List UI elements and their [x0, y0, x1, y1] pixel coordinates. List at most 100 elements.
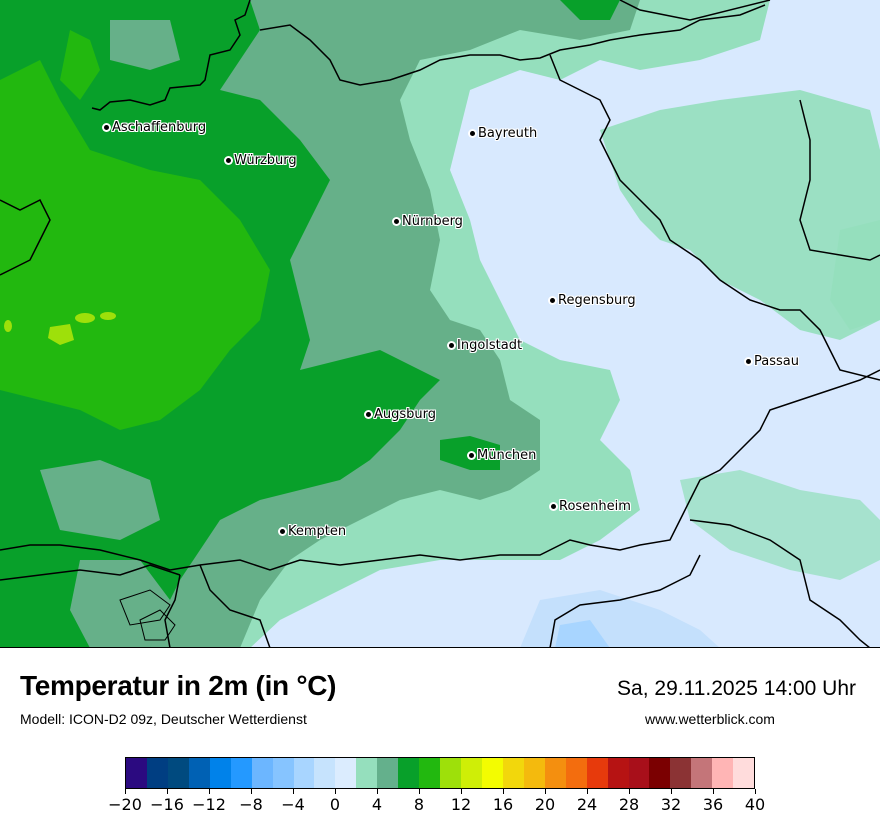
colorbar-tick — [376, 789, 378, 794]
city-label: Aschaffenburg — [112, 120, 207, 135]
city-marker: Passau — [746, 354, 799, 369]
colorbar-bin — [398, 758, 420, 788]
city-dot-icon — [394, 219, 399, 224]
colorbar-bin — [335, 758, 357, 788]
colorbar-tick-label: −4 — [281, 795, 305, 814]
colorbar-tick — [754, 789, 756, 794]
colorbar-tick-label: 16 — [492, 795, 514, 814]
colorbar-bin — [377, 758, 399, 788]
colorbar-bin — [419, 758, 441, 788]
colorbar-tick — [544, 789, 546, 794]
colorbar-bin — [607, 758, 629, 788]
city-label: Ingolstadt — [457, 338, 523, 353]
model-subtitle: Modell: ICON-D2 09z, Deutscher Wetterdie… — [20, 711, 307, 727]
city-dot-icon — [746, 359, 751, 364]
city-label: Augsburg — [374, 407, 437, 422]
city-marker: Nürnberg — [394, 214, 463, 229]
city-label: Würzburg — [234, 153, 297, 168]
colorbar-bin — [293, 758, 315, 788]
colorbar-tick — [628, 789, 630, 794]
city-dot-icon — [104, 125, 109, 130]
city-dot-icon — [469, 453, 474, 458]
colorbar-bin — [440, 758, 461, 788]
colorbar-tick — [292, 789, 294, 794]
city-label: München — [477, 448, 537, 463]
colorbar-bin — [586, 758, 608, 788]
colorbar-bin — [314, 758, 336, 788]
colorbar-bin — [209, 758, 231, 788]
colorbar-bin — [628, 758, 650, 788]
city-dot-icon — [449, 343, 454, 348]
colorbar-tick — [712, 789, 714, 794]
colorbar-bin — [733, 758, 755, 788]
city-marker: München — [469, 448, 536, 463]
colorbar-tick-label: 32 — [660, 795, 682, 814]
forecast-datetime: Sa, 29.11.2025 14:00 Uhr — [617, 677, 856, 700]
colorbar-bin — [565, 758, 587, 788]
colorbar-tick-label: −12 — [192, 795, 226, 814]
city-label: Passau — [754, 354, 799, 369]
colorbar-tick-label: 36 — [702, 795, 724, 814]
city-dot-icon — [470, 131, 475, 136]
colorbar-tick-label: 20 — [534, 795, 556, 814]
colorbar-bin — [481, 758, 503, 788]
colorbar-bin — [691, 758, 713, 788]
temperature-field — [0, 0, 880, 647]
colorbar-tick — [460, 789, 462, 794]
city-label: Bayreuth — [478, 126, 538, 141]
city-dot-icon — [550, 298, 555, 303]
colorbar-bin — [146, 758, 168, 788]
city-label: Kempten — [288, 524, 347, 539]
colorbar-bin — [167, 758, 189, 788]
colorbar-bin — [461, 758, 482, 788]
colorbar-tick-label: 4 — [371, 795, 383, 814]
temperature-colorbar — [125, 757, 755, 789]
colorbar-bin — [544, 758, 566, 788]
colorbar-tick — [250, 789, 252, 794]
city-label: Regensburg — [558, 293, 636, 308]
website-link[interactable]: www.wetterblick.com — [645, 711, 775, 727]
colorbar-tick-label: 40 — [744, 795, 766, 814]
colorbar-tick — [586, 789, 588, 794]
city-dot-icon — [551, 504, 556, 509]
city-dot-icon — [280, 529, 285, 534]
city-label: Rosenheim — [559, 499, 631, 514]
colorbar-tick-label: 28 — [618, 795, 640, 814]
colorbar-tick — [334, 789, 336, 794]
city-marker: Würzburg — [226, 153, 297, 168]
city-marker: Augsburg — [366, 407, 436, 422]
colorbar-bin — [272, 758, 294, 788]
map-title: Temperatur in 2m (in °C) — [20, 670, 337, 701]
colorbar-tick — [670, 789, 672, 794]
city-dot-icon — [226, 158, 231, 163]
colorbar-bin — [712, 758, 734, 788]
colorbar-bin — [502, 758, 524, 788]
city-label: Nürnberg — [402, 214, 463, 229]
colorbar-bin — [230, 758, 252, 788]
colorbar-tick-label: 0 — [329, 795, 341, 814]
colorbar-tick — [208, 789, 210, 794]
colorbar-bin — [356, 758, 378, 788]
colorbar-tick — [502, 789, 504, 794]
temperature-map[interactable]: Aschaffenburg Würzburg Bayreuth Nürnberg… — [0, 0, 880, 648]
city-marker: Aschaffenburg — [104, 120, 206, 135]
colorbar-tick-label: −20 — [108, 795, 142, 814]
colorbar-ticks: −20 −16 −12 −8 −4 0 4 8 12 16 20 24 28 32 36 40 — [108, 789, 765, 829]
city-marker: Rosenheim — [551, 499, 631, 514]
colorbar-bin — [670, 758, 692, 788]
colorbar-bin — [188, 758, 210, 788]
colorbar-bin — [649, 758, 671, 788]
colorbar-tick — [124, 789, 126, 794]
colorbar-bin — [251, 758, 273, 788]
colorbar-tick — [418, 789, 420, 794]
colorbar-bin — [126, 758, 147, 788]
colorbar-tick-label: −16 — [150, 795, 184, 814]
colorbar-tick-label: 8 — [413, 795, 425, 814]
colorbar-tick-label: 24 — [576, 795, 598, 814]
city-marker: Kempten — [280, 524, 346, 539]
city-marker: Ingolstadt — [449, 338, 522, 353]
city-dot-icon — [366, 412, 371, 417]
colorbar-tick-label: −8 — [239, 795, 263, 814]
city-marker: Regensburg — [550, 293, 636, 308]
colorbar-bin — [523, 758, 545, 788]
